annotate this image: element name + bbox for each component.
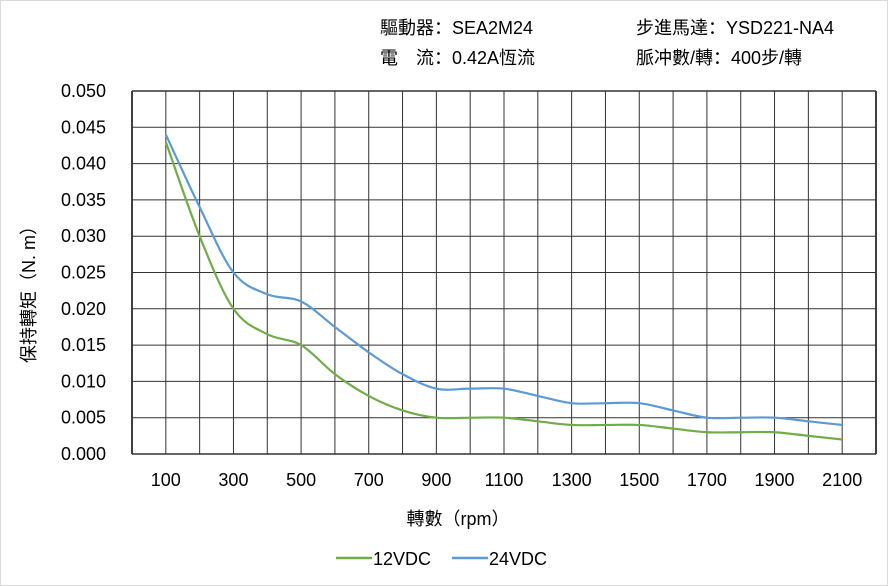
y-tick-label: 0.035 <box>61 190 106 210</box>
y-axis-ticks: 0.000 0.005 0.010 0.015 0.020 0.025 0.030 0.035… <box>61 81 106 464</box>
legend-label-12vdc: 12VDC <box>373 549 431 569</box>
driver-value: SEA2M24 <box>452 18 534 38</box>
current-value: 0.42A恆流 <box>452 48 536 68</box>
y-tick-label: 0.015 <box>61 335 106 355</box>
x-axis-label: 轉數（rpm） <box>407 509 510 529</box>
x-tick-label: 1900 <box>755 470 795 490</box>
x-tick-label: 700 <box>354 470 384 490</box>
series-lines <box>164 134 843 441</box>
current-label: 電 流： <box>380 48 452 68</box>
x-tick-label: 300 <box>218 470 248 490</box>
x-tick-label: 500 <box>286 470 316 490</box>
legend-label-24vdc: 24VDC <box>489 549 547 569</box>
y-tick-label: 0.020 <box>61 299 106 319</box>
y-tick-label: 0.030 <box>61 226 106 246</box>
y-tick-label: 0.045 <box>61 117 106 137</box>
x-tick-label: 1700 <box>687 470 727 490</box>
driver-info: 驅動器：SEA2M24 <box>380 14 533 40</box>
y-tick-label: 0.010 <box>61 371 106 391</box>
y-axis-label: 保持轉矩（N. m） <box>19 217 39 363</box>
pulse-label: 脈冲數/轉： <box>636 48 732 68</box>
driver-label: 驅動器： <box>380 18 452 38</box>
x-tick-label: 1100 <box>485 470 524 490</box>
y-tick-label: 0.000 <box>61 444 106 464</box>
x-tick-label: 1500 <box>619 470 659 490</box>
series-line-12vdc <box>164 141 843 441</box>
y-tick-label: 0.040 <box>61 154 106 174</box>
series-line-24vdc <box>164 134 843 427</box>
grid <box>131 90 877 455</box>
x-tick-label: 2100 <box>822 470 862 490</box>
x-tick-label: 1300 <box>552 470 592 490</box>
motor-info: 步進馬達：YSD221-NA4 <box>636 14 834 40</box>
y-tick-label: 0.025 <box>61 263 106 283</box>
motor-value: YSD221-NA4 <box>726 18 835 38</box>
y-tick-label: 0.005 <box>61 408 106 428</box>
x-tick-label: 900 <box>421 470 451 490</box>
x-tick-label: 100 <box>151 470 181 490</box>
pulse-info: 脈冲數/轉：400步/轉 <box>636 44 802 70</box>
legend: 12VDC 24VDC <box>336 549 547 569</box>
x-axis-ticks: 100 300 500 700 900 1100 1300 1500 1700 1900 2100 <box>151 470 862 490</box>
y-tick-label: 0.050 <box>61 81 106 101</box>
motor-label: 步進馬達： <box>636 18 726 38</box>
pulse-value: 400步/轉 <box>731 48 803 68</box>
current-info: 電 流：0.42A恆流 <box>380 44 535 70</box>
